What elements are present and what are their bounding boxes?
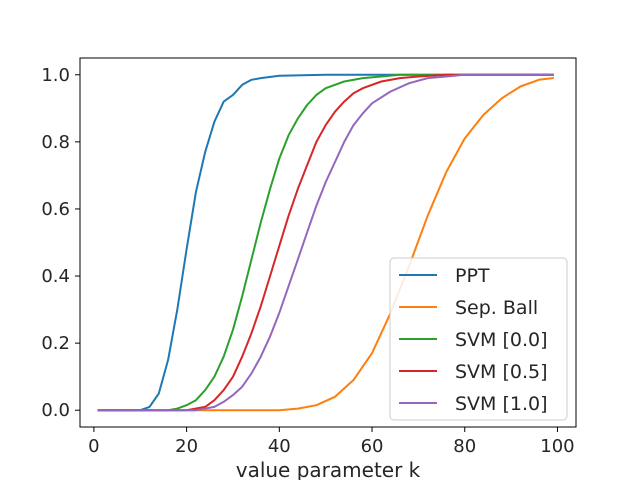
ticks-layer: 0 20 40 60 80 100 0.0 0.2 0.4 0.6 0.8 1.0 [41,65,574,457]
y-tick-label: 0.0 [41,400,70,421]
legend: PPT Sep. Ball SVM [0.0] SVM [0.5] SVM [1.0] [389,257,568,421]
x-tick-label: 100 [540,436,574,457]
legend-entry-4: SVM [1.0] [455,393,548,415]
legend-box [389,257,568,421]
x-tick-label: 80 [453,436,476,457]
series-line-4 [97,73,554,412]
legend-entry-0: PPT [455,265,490,287]
legend-entry-2: SVM [0.0] [455,329,548,351]
x-tick-label: 60 [361,436,384,457]
series-line-2 [97,73,554,412]
x-tick-label: 40 [268,436,291,457]
x-tick-label: 0 [88,436,99,457]
y-tick-label: 0.4 [41,266,70,287]
y-tick-label: 0.6 [41,199,70,220]
series-line-0 [97,73,554,412]
series-line-3 [97,73,554,412]
y-tick-label: 1.0 [41,65,70,86]
x-axis-label: value parameter k [236,458,421,480]
series-layer [97,73,554,412]
legend-entry-3: SVM [0.5] [455,361,548,383]
y-tick-label: 0.2 [41,333,70,354]
legend-entry-1: Sep. Ball [455,297,538,319]
plot-frame [79,57,577,428]
x-tick-label: 20 [175,436,198,457]
y-tick-label: 0.8 [41,132,70,153]
